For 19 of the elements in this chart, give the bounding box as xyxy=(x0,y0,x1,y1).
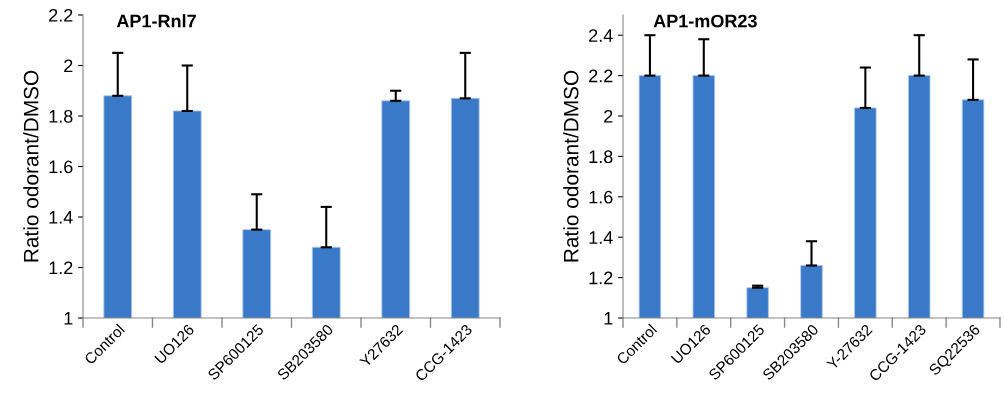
y-tick-label: 1 xyxy=(64,312,73,325)
chart-title: AP1-mOR23 xyxy=(653,14,757,28)
y-tick-label: 2.2 xyxy=(589,69,613,83)
y-tick-label: 2.2 xyxy=(49,8,73,22)
y-axis-title: Ratio odorant/DMSO xyxy=(23,70,39,262)
y-tick-label: 2 xyxy=(604,109,613,123)
y-tick-label: 1.6 xyxy=(589,190,613,204)
y-tick-label: 1.8 xyxy=(49,109,73,123)
y-tick-label: 1.2 xyxy=(589,271,613,285)
y-tick-label: 1.2 xyxy=(49,261,73,275)
y-tick-label: 1 xyxy=(604,312,613,325)
y-tick-label: 1.4 xyxy=(589,231,613,244)
y-axis-title: Ratio odorant/DMSO xyxy=(563,70,579,262)
y-tick-label: 1.6 xyxy=(49,160,73,174)
y-tick-label: 1.8 xyxy=(589,150,613,164)
chart-title: AP1-Rnl7 xyxy=(116,14,196,28)
y-tick-label: 2.4 xyxy=(589,29,613,42)
y-tick-label: 2 xyxy=(64,59,73,73)
y-tick-label: 1.4 xyxy=(49,211,73,224)
